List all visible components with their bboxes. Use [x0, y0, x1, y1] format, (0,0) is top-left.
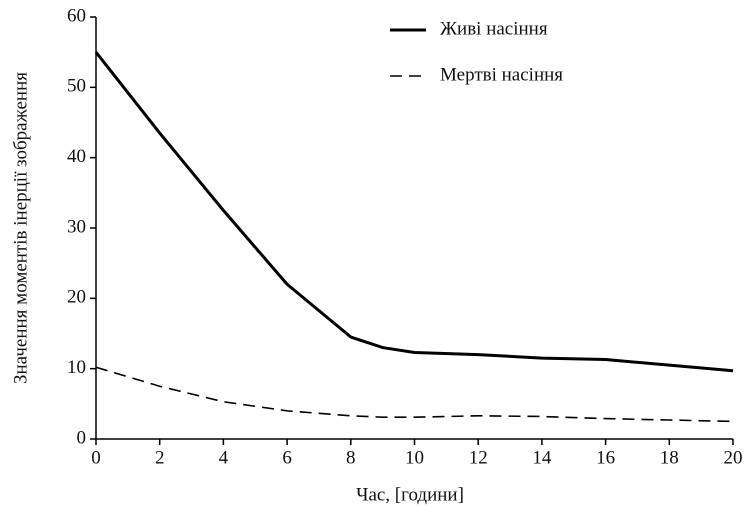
x-tick-label: 20: [724, 447, 743, 468]
y-axis-label: Значення моментів інерції зображення: [10, 72, 31, 384]
x-tick-label: 16: [596, 447, 615, 468]
y-tick-label: 10: [67, 357, 86, 378]
x-axis-label: Час, [години]: [356, 484, 464, 505]
y-tick-label: 30: [67, 216, 86, 237]
y-tick-label: 60: [67, 5, 86, 26]
legend-label: Мертві насіння: [440, 64, 563, 85]
series-line: [95, 366, 734, 423]
x-tick-label: 14: [532, 447, 552, 468]
y-tick-label: 40: [67, 146, 86, 167]
x-tick-label: 2: [155, 447, 165, 468]
x-tick-label: 12: [469, 447, 488, 468]
x-tick-label: 10: [405, 447, 424, 468]
x-tick-label: 6: [282, 447, 292, 468]
x-tick-label: 18: [660, 447, 679, 468]
x-tick-label: 8: [346, 447, 356, 468]
legend-label: Живі насіння: [440, 18, 548, 39]
x-tick-label: 4: [219, 447, 229, 468]
series-line: [94, 51, 734, 373]
y-tick-label: 50: [67, 76, 86, 97]
y-tick-label: 20: [67, 287, 86, 308]
y-tick-label: 0: [77, 427, 87, 448]
x-tick-label: 0: [91, 447, 101, 468]
